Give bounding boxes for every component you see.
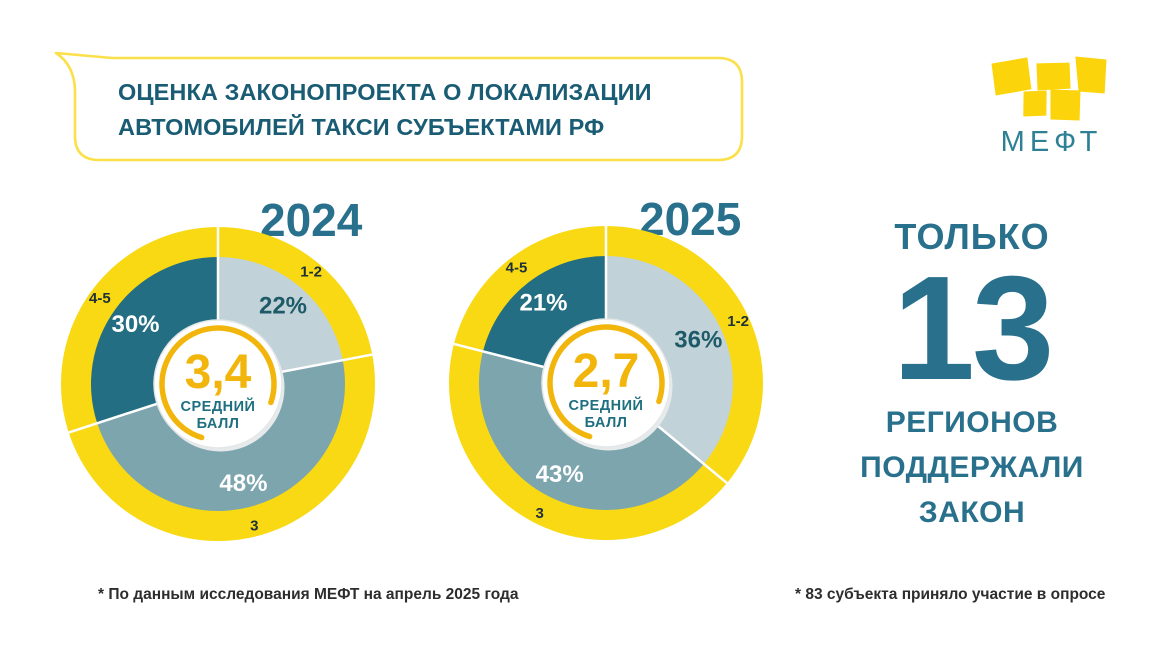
title-bubble: ОЦЕНКА ЗАКОНОПРОЕКТА О ЛОКАЛИЗАЦИИ АВТОМ… xyxy=(50,48,760,172)
donut-chart-2024: 2024 3,4 СРЕДНИЙ БАЛЛ 22% 1-2 48% 3 30% 4-5 xyxy=(61,194,375,541)
highlight-kicker: ТОЛЬКО xyxy=(894,216,1050,257)
average-score-caption-line1: СРЕДНИЙ xyxy=(181,397,256,415)
logo-text: МЕФТ xyxy=(1000,126,1103,158)
slice-range-label: 3 xyxy=(536,505,544,522)
average-score-value: 3,4 xyxy=(185,346,252,399)
center-disc xyxy=(541,318,671,448)
slice-range-label: 1-2 xyxy=(727,313,749,330)
title-bubble-outline xyxy=(54,51,744,162)
average-score-caption-line1: СРЕДНИЙ xyxy=(569,396,644,414)
highlight-line-3: ЗАКОН xyxy=(918,496,1026,529)
slice-range-label: 4-5 xyxy=(89,290,111,307)
taxi-checkers-icon xyxy=(991,56,1107,121)
center-arc xyxy=(159,325,277,443)
center-disc xyxy=(153,319,283,449)
highlight-number: 13 xyxy=(892,246,1055,411)
meft-logo: МЕФТ xyxy=(985,52,1113,159)
slice-percent-label: 30% xyxy=(111,311,159,338)
highlight-line-2: ПОДДЕРЖАЛИ xyxy=(860,451,1084,484)
donut-chart-2025: 2025 2,7 СРЕДНИЙ БАЛЛ 36% 1-2 43% 3 21% 4-5 xyxy=(449,193,763,540)
highlight-line-1: РЕГИОНОВ xyxy=(885,406,1059,439)
page-title-line1: ОЦЕНКА ЗАКОНОПРОЕКТА О ЛОКАЛИЗАЦИИ xyxy=(118,79,652,105)
slice-range-label: 1-2 xyxy=(300,264,322,281)
page-title-line2: АВТОМОБИЛЕЙ ТАКСИ СУБЪЕКТАМИ РФ xyxy=(118,114,605,140)
slice-percent-label: 22% xyxy=(259,292,307,319)
slice-range-label: 4-5 xyxy=(506,260,528,277)
slice-percent-label: 21% xyxy=(519,289,567,316)
average-score-caption-line2: БАЛЛ xyxy=(197,416,240,432)
footnote-source: * По данным исследования МЕФТ на апрель … xyxy=(98,586,519,603)
average-score-value: 2,7 xyxy=(573,345,640,398)
slice-percent-label: 48% xyxy=(219,470,267,497)
highlight-block: ТОЛЬКО 13 РЕГИОНОВ ПОДДЕРЖАЛИ ЗАКОН xyxy=(847,216,1097,535)
average-score-caption-line2: БАЛЛ xyxy=(585,415,628,431)
chart-year-label-2024: 2024 xyxy=(260,194,363,246)
center-arc xyxy=(547,324,665,442)
donut-slice-1-2 xyxy=(606,256,734,464)
page-title: ОЦЕНКА ЗАКОНОПРОЕКТА О ЛОКАЛИЗАЦИИ АВТОМ… xyxy=(118,75,652,145)
slice-percent-label: 36% xyxy=(674,327,722,354)
slice-range-label: 3 xyxy=(250,517,258,534)
footnote-sample: * 83 субъекта приняло участие в опросе xyxy=(795,586,1106,603)
slice-percent-label: 43% xyxy=(536,461,584,488)
